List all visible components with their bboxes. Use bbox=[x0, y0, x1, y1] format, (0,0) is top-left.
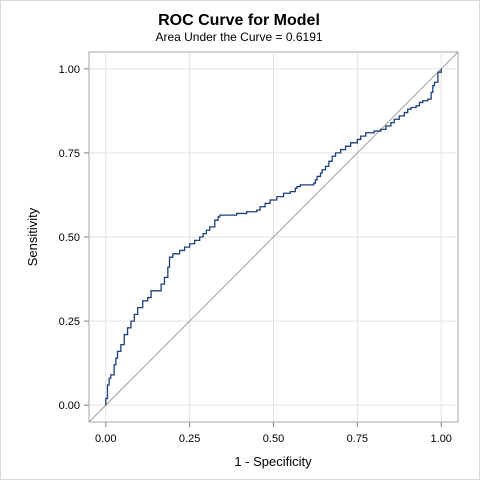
y-tick-labels: 0.00 0.25 0.50 0.75 1.00 bbox=[59, 64, 80, 412]
y-axis-label: Sensitivity bbox=[25, 207, 40, 266]
grid-lines bbox=[89, 52, 458, 422]
x-tick-label: 1.00 bbox=[431, 433, 452, 445]
y-tick-label: 0.50 bbox=[59, 232, 80, 244]
x-axis-label: 1 - Specificity bbox=[234, 454, 312, 469]
reference-diagonal-line bbox=[88, 51, 459, 423]
x-tick-label: 0.25 bbox=[179, 433, 200, 445]
x-tick-label: 0.00 bbox=[95, 433, 116, 445]
chart-title: ROC Curve for Model bbox=[158, 12, 320, 29]
axis-ticks bbox=[84, 68, 442, 427]
x-tick-labels: 0.00 0.25 0.50 0.75 1.00 bbox=[95, 433, 452, 445]
chart-subtitle: Area Under the Curve = 0.6191 bbox=[155, 30, 322, 44]
y-tick-label: 0.25 bbox=[59, 316, 80, 328]
y-tick-label: 1.00 bbox=[59, 64, 80, 76]
y-tick-label: 0.00 bbox=[59, 400, 80, 412]
y-tick-label: 0.75 bbox=[59, 148, 80, 160]
x-tick-label: 0.50 bbox=[263, 433, 284, 445]
x-tick-label: 0.75 bbox=[347, 433, 368, 445]
roc-curve-line bbox=[105, 68, 442, 406]
